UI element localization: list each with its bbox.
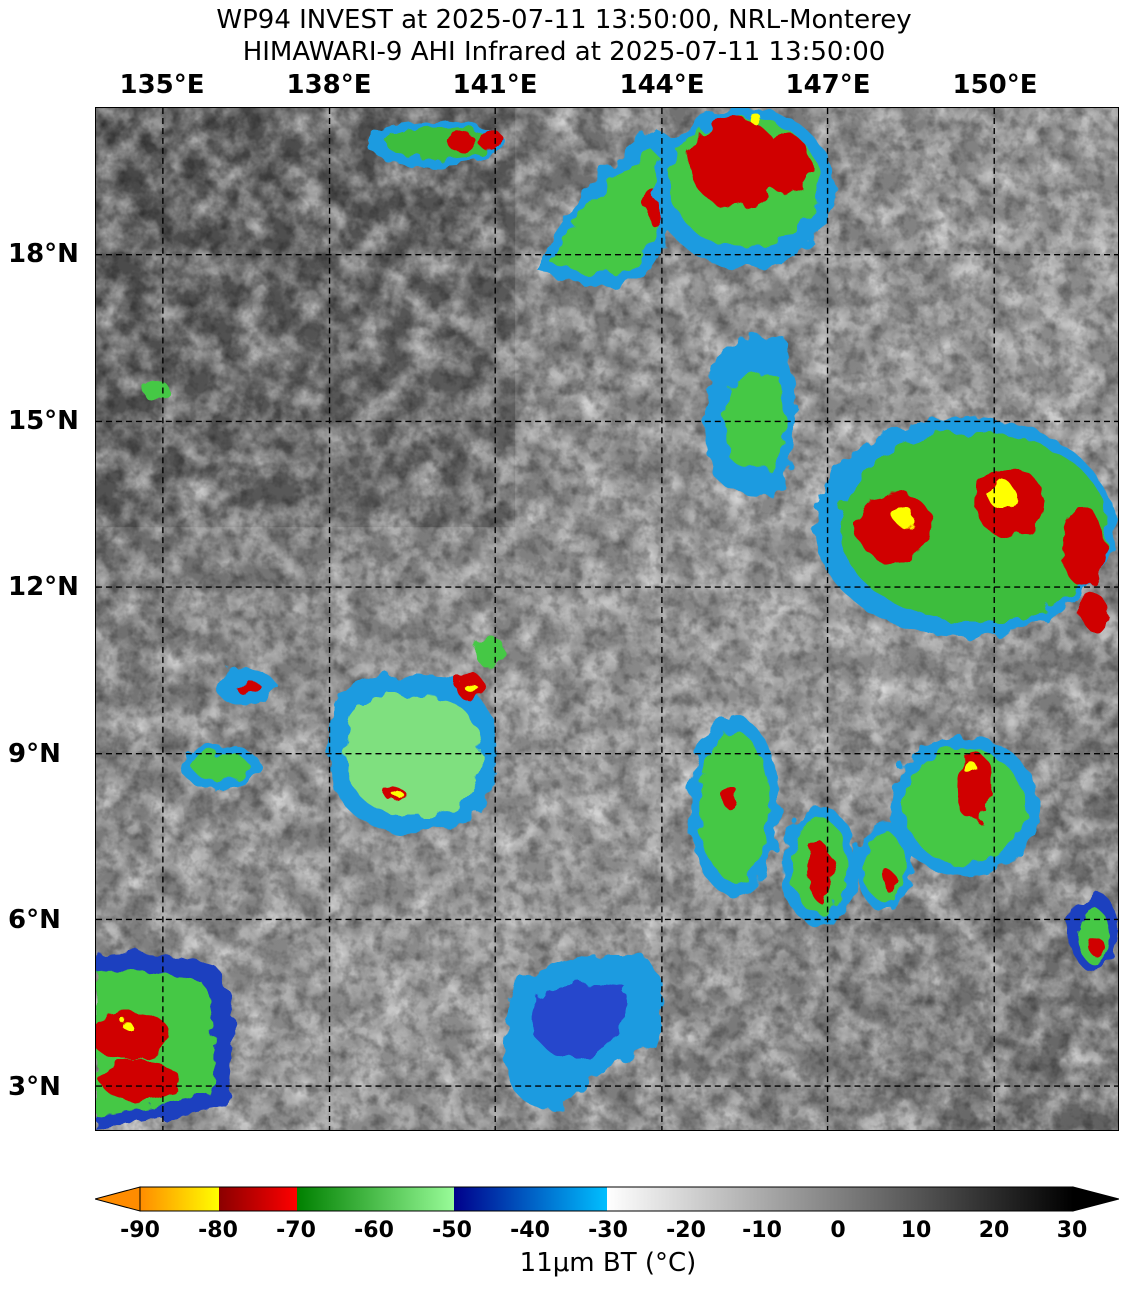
colorbar-tick-0: 0 [830, 1218, 846, 1243]
colorbar-label: 11μm BT (°C) [519, 1248, 697, 1278]
lat-label-12n: 12°N [8, 572, 79, 602]
colorbar-tick-minus70: -70 [276, 1218, 316, 1243]
convection-cluster-south-center [689, 716, 913, 927]
convection-cluster-southeast [889, 736, 1040, 877]
lat-label-18n: 18°N [8, 239, 79, 269]
colorbar-tick-minus60: -60 [354, 1218, 394, 1243]
small-cells-east-edge [1069, 891, 1118, 972]
lon-label-141e: 141°E [452, 70, 538, 100]
colorbar-tick-minus20: -20 [666, 1218, 706, 1243]
lon-label-147e: 147°E [785, 70, 871, 100]
lat-label-6n: 6°N [8, 905, 61, 935]
lon-label-150e: 150°E [952, 70, 1038, 100]
convection-cluster-top-right [654, 108, 835, 268]
colorbar-tick-minus10: -10 [742, 1218, 782, 1243]
colorbar-tick-minus30: -30 [588, 1218, 628, 1243]
small-cells-west [141, 380, 276, 789]
temperature-colorbar [95, 1186, 1119, 1212]
lon-label-138e: 138°E [286, 70, 372, 100]
figure-title-line-1: WP94 INVEST at 2025-07-11 13:50:00, NRL-… [216, 5, 912, 35]
colorbar-high-extension [1072, 1186, 1119, 1212]
lat-label-3n: 3°N [8, 1072, 61, 1102]
colorbar-segment-blue [454, 1187, 607, 1211]
colorbar-segment-red [219, 1187, 297, 1211]
infrared-satellite-map [95, 107, 1119, 1131]
colorbar-segment-orange [140, 1187, 219, 1211]
lon-label-135e: 135°E [119, 70, 205, 100]
figure-title-line-2: HIMAWARI-9 AHI Infrared at 2025-07-11 13… [242, 37, 886, 67]
colorbar-low-extension [95, 1186, 141, 1212]
lat-label-9n: 9°N [8, 739, 61, 769]
convection-cluster-center-west [327, 635, 506, 834]
convection-cluster-top-left [365, 120, 506, 165]
lat-label-15n: 15°N [8, 406, 79, 436]
convection-band-top-center [535, 127, 685, 286]
colorbar-tick-minus50: -50 [432, 1218, 472, 1243]
convection-cluster-east-large [814, 417, 1115, 637]
convection-band-south [503, 954, 663, 1108]
colorbar-segment-gray [607, 1187, 1073, 1211]
colorbar-tick-20: 20 [978, 1218, 1010, 1243]
colorbar-tick-minus80: -80 [198, 1218, 238, 1243]
map-gridlines [96, 108, 1118, 1130]
colorbar-tick-30: 30 [1056, 1218, 1088, 1243]
colorbar-tick-10: 10 [900, 1218, 932, 1243]
colorbar-segment-green [297, 1187, 454, 1211]
colorbar-tick-minus90: -90 [120, 1218, 160, 1243]
convection-strip-center-right [704, 335, 795, 496]
lon-label-144e: 144°E [619, 70, 705, 100]
colorbar-tick-minus40: -40 [510, 1218, 550, 1243]
convection-cluster-southwest [96, 953, 234, 1130]
